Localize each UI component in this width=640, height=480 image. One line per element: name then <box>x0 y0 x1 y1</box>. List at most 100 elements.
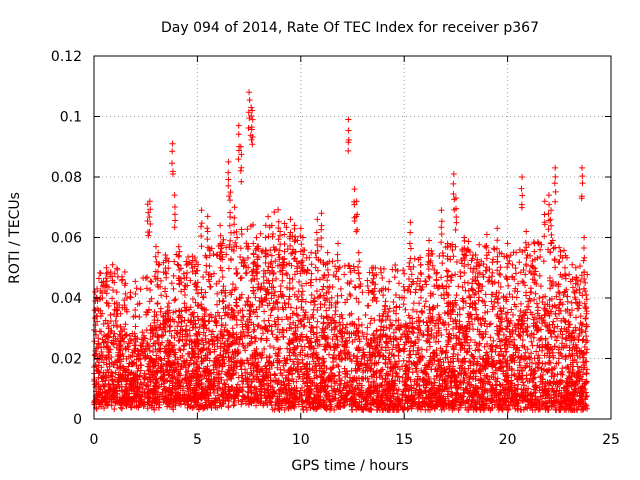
data-point <box>420 331 427 338</box>
data-point <box>214 388 221 395</box>
data-point <box>579 371 586 378</box>
data-point <box>409 369 416 376</box>
data-point <box>487 381 494 388</box>
data-point <box>412 351 419 358</box>
data-point <box>263 354 270 361</box>
data-point <box>202 332 209 339</box>
data-point <box>407 351 414 358</box>
data-point <box>209 328 216 335</box>
data-point <box>344 390 351 397</box>
data-point <box>253 402 260 409</box>
data-point <box>238 291 245 298</box>
data-point <box>176 307 183 314</box>
data-point <box>425 328 432 335</box>
data-point <box>490 337 497 344</box>
data-point <box>110 333 117 340</box>
data-point <box>170 309 177 316</box>
data-point <box>533 382 540 389</box>
data-point <box>258 283 265 290</box>
data-point <box>410 325 417 332</box>
data-point <box>345 349 352 356</box>
data-point <box>416 317 423 324</box>
data-point <box>511 371 518 378</box>
data-point <box>562 353 569 360</box>
data-point <box>260 273 267 280</box>
data-point <box>175 361 182 368</box>
data-point <box>467 362 474 369</box>
data-point <box>251 326 258 333</box>
data-point <box>337 380 344 387</box>
data-point <box>284 284 291 291</box>
data-point <box>240 313 247 320</box>
data-point <box>279 277 286 284</box>
data-point <box>460 304 467 311</box>
data-point <box>482 309 489 316</box>
data-point <box>321 332 328 339</box>
data-point <box>376 349 383 356</box>
data-point <box>206 318 213 325</box>
data-point <box>233 296 240 303</box>
data-point <box>528 338 535 345</box>
data-point <box>564 363 571 370</box>
data-point <box>547 330 554 337</box>
data-point <box>155 340 162 347</box>
data-point <box>300 323 307 330</box>
data-point <box>485 355 492 362</box>
data-point <box>321 335 328 342</box>
data-point <box>140 343 147 350</box>
data-point <box>257 383 264 390</box>
data-point <box>219 298 226 305</box>
data-point <box>498 318 505 325</box>
data-point <box>158 357 165 364</box>
data-point <box>267 343 274 350</box>
data-point <box>427 353 434 360</box>
data-point <box>277 283 284 290</box>
data-point <box>129 330 136 337</box>
data-point <box>550 318 557 325</box>
data-point <box>441 310 448 317</box>
data-point <box>562 336 569 343</box>
data-point <box>122 346 129 353</box>
data-point <box>220 305 227 312</box>
data-point <box>183 322 190 329</box>
data-point <box>229 325 236 332</box>
data-point <box>582 328 589 335</box>
data-point <box>442 369 449 376</box>
data-point <box>328 383 335 390</box>
data-point <box>104 332 111 339</box>
data-point <box>317 380 324 387</box>
data-point <box>281 367 288 374</box>
data-point <box>214 301 221 308</box>
data-point <box>301 352 308 359</box>
data-point <box>549 385 556 392</box>
data-point <box>262 323 269 330</box>
data-point <box>440 359 447 366</box>
data-point <box>98 364 105 371</box>
data-point <box>494 342 501 349</box>
data-point <box>438 332 445 339</box>
data-point <box>466 358 473 365</box>
data-point <box>200 325 207 332</box>
data-point <box>477 362 484 369</box>
data-point <box>437 345 444 352</box>
data-point <box>496 351 503 358</box>
data-point <box>224 346 231 353</box>
data-point <box>218 376 225 383</box>
data-point <box>306 319 313 326</box>
data-point <box>516 312 523 319</box>
data-point <box>553 360 560 367</box>
data-point <box>407 343 414 350</box>
data-point <box>495 332 502 339</box>
data-point <box>285 339 292 346</box>
data-point <box>466 382 473 389</box>
data-point <box>162 328 169 335</box>
data-point <box>186 327 193 334</box>
data-point <box>285 296 292 303</box>
data-point <box>211 390 218 397</box>
data-point <box>331 347 338 354</box>
data-point <box>284 345 291 352</box>
data-point <box>548 373 555 380</box>
data-point <box>493 323 500 330</box>
data-point <box>280 334 287 341</box>
data-point <box>98 348 105 355</box>
